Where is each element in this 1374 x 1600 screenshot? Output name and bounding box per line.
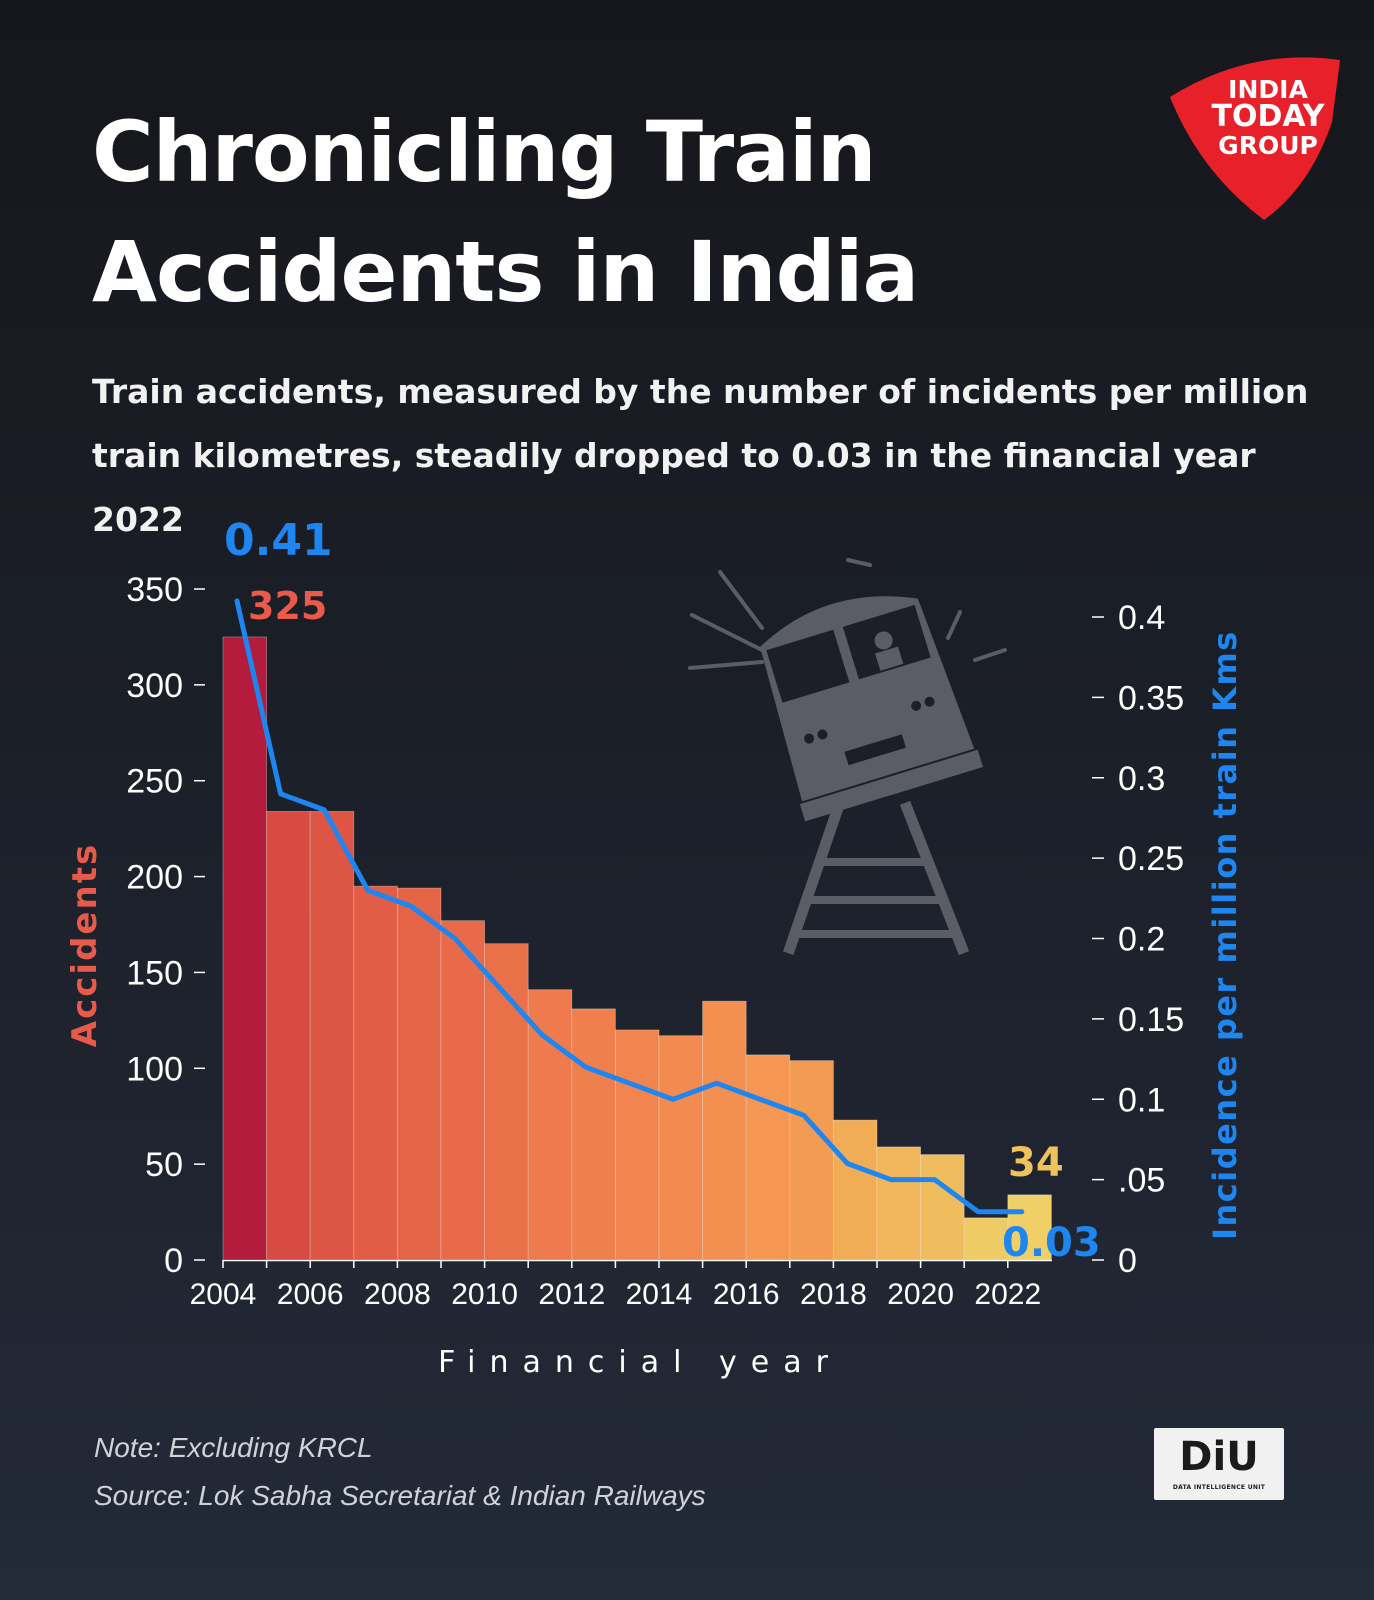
bar-2007 [353, 885, 398, 1261]
bar-2013 [615, 1029, 660, 1261]
bar-2008 [396, 887, 442, 1261]
right-tick-label-0-1: 0.1 [1118, 1081, 1165, 1119]
right-tick-label-0-3: 0.3 [1118, 760, 1165, 798]
right-tick-label-0: 0 [1118, 1242, 1137, 1280]
x-tick-label-2022: 2022 [974, 1278, 1041, 1311]
bar-2021 [963, 1217, 1009, 1261]
diu-logo-subtext: DATA INTELLIGENCE UNIT [1172, 1484, 1266, 1491]
rail-track [783, 800, 970, 956]
logo-line-2: TODAY [1212, 99, 1326, 134]
bar-2015 [702, 1000, 747, 1261]
y-axis-label-accidents: Accidents [65, 843, 105, 1047]
annotation-last-accidents: 34 [1008, 1140, 1064, 1186]
bar-2018 [833, 1119, 878, 1261]
subtitle-line-2: train kilometres, steadily dropped to 0.… [92, 436, 1256, 539]
right-tick-label-0-2: 0.2 [1118, 921, 1165, 959]
x-axis-ticks: 2004 2006 2008 2010 2012 2014 2016 2018 2020 2022 [190, 1260, 1041, 1311]
logo-shield-shape [1170, 57, 1340, 220]
annotation-peak-accidents: 325 [248, 584, 327, 628]
footnote-source: Source: Lok Sabha Secretariat & Indian R… [94, 1480, 706, 1511]
logo-line-3: GROUP [1218, 131, 1318, 160]
title-line-2: Accidents in India [92, 223, 919, 321]
x-tick-label-2014: 2014 [626, 1278, 693, 1311]
bar-2020 [920, 1154, 965, 1261]
annotation-last-incidence: 0.03 [1002, 1220, 1101, 1266]
diu-logo: DiU DATA INTELLIGENCE UNIT [1154, 1428, 1284, 1500]
left-axis-ticks: 0 50 100 150 200 250 300 350 [126, 571, 205, 1280]
bar-2010 [484, 943, 529, 1261]
right-tick-label-0-15: 0.15 [1118, 1001, 1184, 1039]
x-tick-label-2020: 2020 [887, 1278, 954, 1311]
bar-2011 [527, 989, 573, 1261]
x-tick-label-2012: 2012 [538, 1278, 605, 1311]
x-tick-label-2016: 2016 [713, 1278, 780, 1311]
bar-2004 [222, 636, 267, 1261]
right-tick-label-0-25: 0.25 [1118, 840, 1184, 878]
diu-logo-text: DiU [1179, 1434, 1259, 1480]
bar-2016 [745, 1054, 791, 1261]
subtitle-line-1: Train accidents, measured by the number … [92, 372, 1309, 411]
subtitle: Train accidents, measured by the number … [92, 360, 1322, 552]
accidents-chart: 2004 2006 2008 2010 2012 2014 2016 2018 2020 2022… [65, 515, 1244, 1380]
india-today-logo: INDIA TODAY GROUP [1170, 57, 1340, 220]
left-tick-label-250: 250 [126, 763, 183, 801]
incidence-line-layer [234, 598, 1025, 1215]
x-tick-label-2004: 2004 [190, 1278, 257, 1311]
bar-2014 [658, 1035, 703, 1261]
impact-lines [688, 558, 1007, 670]
x-tick-label-2010: 2010 [451, 1278, 518, 1311]
left-tick-label-50: 50 [145, 1146, 183, 1184]
x-axis-label: Financial year [438, 1345, 842, 1380]
left-tick-label-150: 150 [126, 954, 183, 992]
x-tick-label-2008: 2008 [364, 1278, 431, 1311]
x-tick-label-2006: 2006 [277, 1278, 344, 1311]
x-tick-label-2018: 2018 [800, 1278, 867, 1311]
left-tick-label-200: 200 [126, 859, 183, 897]
bar-2022 [1007, 1194, 1052, 1261]
train-body [760, 596, 983, 822]
title-line-1: Chronicling Train [92, 103, 877, 201]
left-tick-label-350: 350 [126, 571, 183, 609]
bar-2005 [266, 810, 311, 1261]
page-title: Chronicling Train Accidents in India [92, 92, 992, 332]
accident-bars [222, 636, 1052, 1261]
bar-2019 [876, 1146, 921, 1261]
annotation-peak-incidence: 0.41 [224, 515, 333, 566]
left-tick-label-100: 100 [126, 1050, 183, 1088]
right-tick-label-0-35: 0.35 [1118, 679, 1184, 717]
y-axis-label-incidence: Incidence per million train Kms [1206, 630, 1244, 1240]
right-tick-label-0-4: 0.4 [1118, 599, 1165, 637]
left-tick-label-0: 0 [164, 1242, 183, 1280]
right-tick-label--05: .05 [1118, 1162, 1165, 1200]
bar-2017 [789, 1060, 834, 1261]
logo-line-1: INDIA [1228, 75, 1308, 104]
bar-2012 [571, 1008, 616, 1261]
bar-2006 [309, 810, 355, 1261]
bar-2009 [440, 920, 485, 1261]
right-axis-ticks: 0 .05 0.1 0.15 0.2 0.25 0.3 0.35 0.4 [1092, 599, 1184, 1280]
footnote-note: Note: Excluding KRCL [94, 1432, 373, 1463]
left-tick-label-300: 300 [126, 667, 183, 705]
derailed-train-illustration [688, 558, 1007, 956]
